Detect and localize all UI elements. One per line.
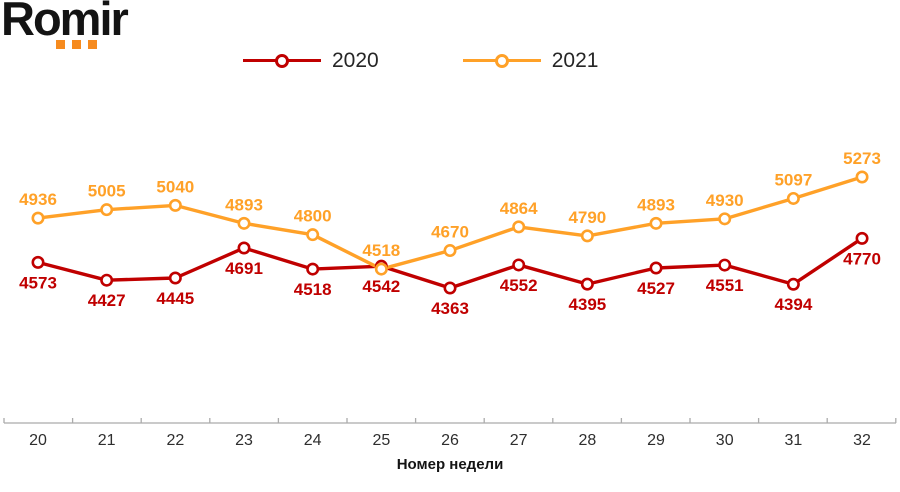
legend-circle-icon	[494, 53, 509, 68]
svg-text:4670: 4670	[431, 223, 469, 242]
svg-text:29: 29	[647, 432, 665, 449]
legend-label-2020: 2020	[332, 49, 379, 72]
svg-text:5273: 5273	[843, 149, 881, 168]
svg-text:31: 31	[784, 432, 802, 449]
chart-legend: 2020 2021	[243, 50, 598, 71]
svg-text:30: 30	[716, 432, 734, 449]
svg-text:4864: 4864	[500, 199, 538, 218]
svg-text:4936: 4936	[19, 190, 57, 209]
logo-dot	[72, 40, 81, 49]
svg-text:25: 25	[372, 432, 390, 449]
svg-text:26: 26	[441, 432, 459, 449]
svg-text:4395: 4395	[568, 295, 606, 314]
svg-text:4573: 4573	[19, 273, 57, 292]
svg-text:22: 22	[166, 432, 184, 449]
svg-text:4427: 4427	[88, 291, 126, 310]
legend-circle-icon	[275, 53, 289, 68]
romir-logo-dots-icon	[56, 40, 97, 49]
svg-text:4552: 4552	[500, 276, 538, 295]
svg-text:27: 27	[510, 432, 528, 449]
legend-label-2021: 2021	[551, 49, 599, 72]
svg-text:5005: 5005	[88, 182, 126, 201]
svg-text:4445: 4445	[156, 289, 194, 308]
legend-item-2021: 2021	[462, 49, 599, 72]
x-axis-title: Номер недели	[396, 456, 504, 473]
svg-text:4800: 4800	[294, 207, 332, 226]
svg-text:4518: 4518	[362, 241, 400, 260]
svg-text:5097: 5097	[774, 170, 812, 189]
svg-text:20: 20	[29, 432, 47, 449]
svg-text:21: 21	[98, 432, 116, 449]
svg-text:32: 32	[853, 432, 871, 449]
svg-text:23: 23	[235, 432, 253, 449]
svg-text:24: 24	[304, 432, 322, 449]
svg-text:4542: 4542	[362, 277, 400, 296]
romir-logo-text: Romir	[1, 0, 129, 45]
svg-text:4893: 4893	[225, 195, 263, 214]
svg-text:4930: 4930	[706, 191, 744, 210]
svg-text:4527: 4527	[637, 279, 675, 298]
svg-text:4770: 4770	[843, 249, 881, 268]
svg-text:4691: 4691	[225, 259, 263, 278]
svg-text:28: 28	[578, 432, 596, 449]
romir-logo: Romir	[1, 0, 129, 49]
svg-text:4394: 4394	[774, 295, 812, 314]
legend-line-marker-icon	[243, 53, 321, 68]
svg-text:4363: 4363	[431, 299, 469, 318]
svg-text:4551: 4551	[706, 276, 744, 295]
svg-text:4893: 4893	[637, 195, 675, 214]
legend-line-marker-icon	[462, 53, 541, 68]
svg-text:4790: 4790	[568, 208, 606, 227]
svg-text:4518: 4518	[294, 280, 332, 299]
logo-dot	[56, 40, 65, 49]
legend-item-2020: 2020	[243, 50, 379, 71]
svg-text:5040: 5040	[156, 177, 194, 196]
logo-dot	[88, 40, 97, 49]
